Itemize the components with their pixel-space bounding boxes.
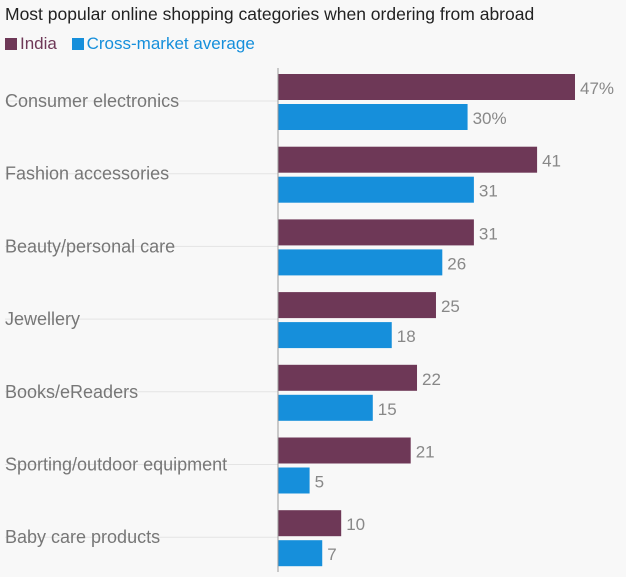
value-label: 31	[479, 224, 498, 243]
chart-title: Most popular online shopping categories …	[5, 4, 535, 24]
category-label: Books/eReaders	[5, 382, 138, 402]
bar-india	[278, 437, 411, 464]
bar-cross-market	[278, 467, 310, 494]
legend-item-cross-market: Cross-market average	[71, 34, 255, 54]
bar-cross-market	[278, 322, 392, 349]
value-label: 47%	[580, 79, 614, 98]
value-label: 21	[416, 443, 435, 462]
value-label: 31	[479, 182, 498, 201]
legend-label-cross-market: Cross-market average	[86, 34, 255, 53]
bar-cross-market	[278, 394, 373, 421]
value-label: 30%	[473, 109, 507, 128]
legend-item-india: India	[5, 34, 57, 54]
category-label: Jewellery	[5, 309, 80, 329]
category-label: Baby care products	[5, 527, 160, 547]
value-label: 15	[378, 400, 397, 419]
category-label: Fashion accessories	[5, 164, 169, 184]
bar-cross-market	[278, 249, 443, 276]
value-label: 22	[422, 370, 441, 389]
value-label: 26	[447, 254, 466, 273]
bar-cross-market	[278, 176, 474, 203]
legend-label-india: India	[20, 34, 57, 53]
value-label: 25	[441, 297, 460, 316]
bar-cross-market	[278, 104, 468, 130]
category-label: Sporting/outdoor equipment	[5, 455, 227, 475]
category-label: Consumer electronics	[5, 91, 179, 111]
bar-india	[278, 292, 436, 319]
bar-india	[278, 219, 474, 246]
bar-india	[278, 146, 538, 173]
value-label: 5	[315, 473, 324, 492]
bar-india	[278, 74, 575, 100]
bar-cross-market	[278, 540, 323, 567]
value-label: 41	[542, 152, 561, 171]
legend: India Cross-market average	[5, 34, 265, 55]
value-label: 7	[327, 545, 336, 564]
category-label: Beauty/personal care	[5, 236, 175, 256]
legend-swatch-india	[5, 38, 17, 50]
bar-india	[278, 364, 418, 391]
value-label: 18	[397, 327, 416, 346]
bar-india	[278, 510, 342, 537]
value-label: 10	[346, 515, 365, 534]
legend-swatch-cross-market	[71, 38, 84, 50]
